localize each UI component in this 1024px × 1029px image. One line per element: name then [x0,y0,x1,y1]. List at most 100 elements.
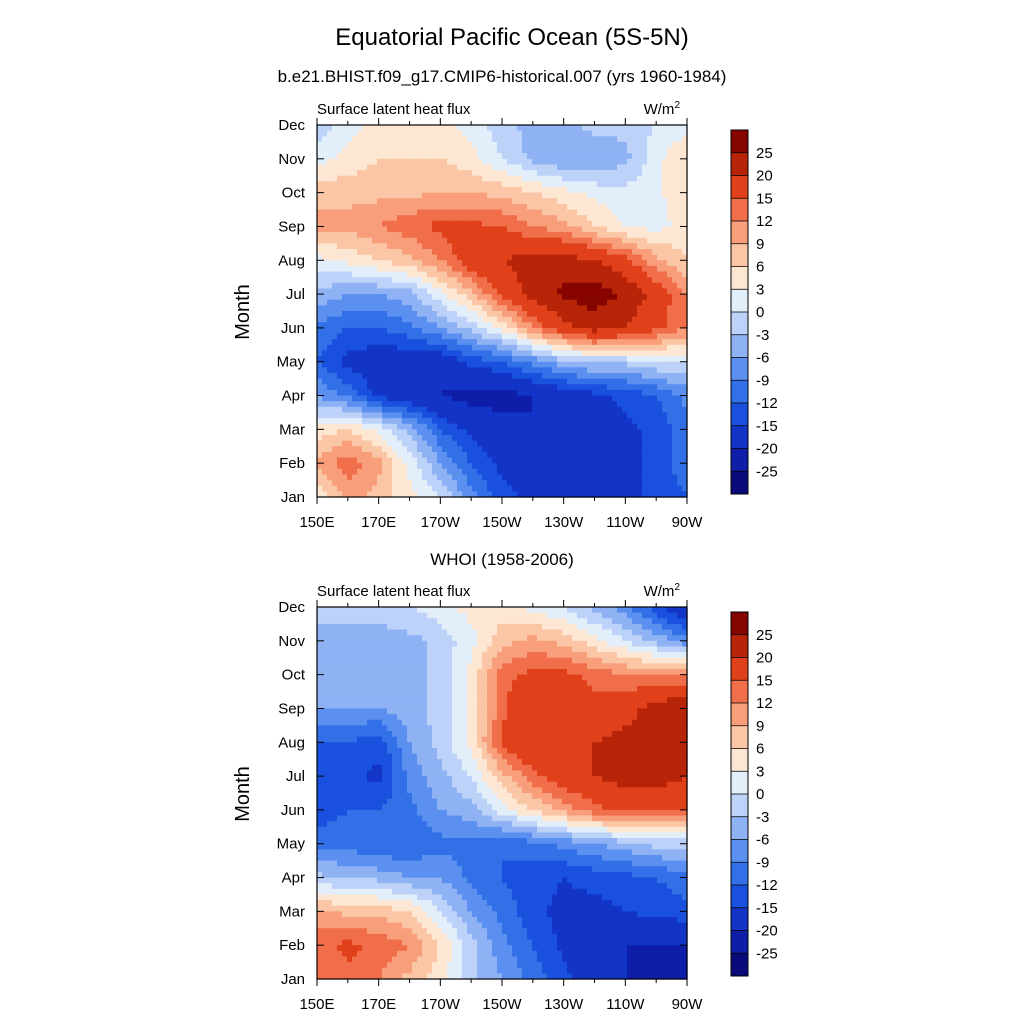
field-cell [407,193,413,199]
field-cell [462,159,468,165]
field-cell [517,384,523,390]
field-cell [347,300,353,306]
field-cell [662,164,668,170]
field-cell [657,339,663,345]
field-cell [652,362,658,368]
field-cell [372,300,378,306]
field-cell [512,418,518,424]
field-cell [392,429,398,435]
field-cell [532,452,538,458]
field-cell [597,379,603,385]
field-cell [542,350,548,356]
field-cell [347,418,353,424]
field-cell [547,238,553,244]
field-cell [567,294,573,300]
field-cell [387,142,393,148]
field-cell [327,226,333,232]
field-cell [547,136,553,142]
field-cell [582,136,588,142]
field-cell [497,226,503,232]
field-cell [537,204,543,210]
field-cell [452,384,458,390]
field-cell [382,272,388,278]
field-cell [662,379,668,385]
field-cell [522,266,528,272]
field-cell [542,215,548,221]
field-cell [532,198,538,204]
field-cell [477,164,483,170]
field-cell [487,463,493,469]
field-cell [582,362,588,368]
field-cell [567,210,573,216]
field-cell [662,176,668,182]
field-cell [472,232,478,238]
field-cell [542,384,548,390]
field-cell [512,277,518,283]
field-cell [417,384,423,390]
field-cell [467,486,473,492]
field-cell [562,412,568,418]
field-cell [337,384,343,390]
field-cell [627,266,633,272]
field-cell [367,153,373,159]
field-cell [347,249,353,255]
field-cell [322,170,328,176]
field-cell [647,373,653,379]
field-cell [347,142,353,148]
field-cell [347,198,353,204]
field-cell [412,452,418,458]
field-cell [562,463,568,469]
field-cell [542,176,548,182]
field-cell [672,384,678,390]
field-cell [522,170,528,176]
field-cell [402,412,408,418]
field-cell [317,243,323,249]
field-cell [367,176,373,182]
field-cell [507,255,513,261]
field-cell [572,159,578,165]
field-cell [567,339,573,345]
field-cell [662,215,668,221]
field-cell [472,170,478,176]
field-cell [642,407,648,413]
field-cell [377,249,383,255]
field-cell [387,272,393,278]
field-cell [537,317,543,323]
field-cell [407,221,413,227]
field-cell [502,131,508,137]
field-cell [657,249,663,255]
field-cell [517,317,523,323]
field-cell [442,334,448,340]
field-cell [437,204,443,210]
field-cell [502,272,508,278]
field-cell [342,480,348,486]
field-cell [417,412,423,418]
field-cell [622,424,628,430]
field-cell [437,294,443,300]
field-cell [437,238,443,244]
field-cell [612,277,618,283]
field-cell [367,469,373,475]
field-cell [552,131,558,137]
field-cell [527,379,533,385]
field-cell [572,458,578,464]
field-cell [457,412,463,418]
field-cell [532,373,538,379]
field-cell [492,356,498,362]
field-cell [592,266,598,272]
field-cell [427,317,433,323]
field-cell [377,379,383,385]
field-cell [537,350,543,356]
field-cell [357,238,363,244]
field-cell [622,249,628,255]
field-cell [642,446,648,452]
field-cell [527,272,533,278]
field-cell [672,136,678,142]
field-cell [497,181,503,187]
field-cell [612,193,618,199]
field-cell [392,396,398,402]
field-cell [552,441,558,447]
field-cell [322,142,328,148]
field-cell [532,305,538,311]
field-cell [422,317,428,323]
